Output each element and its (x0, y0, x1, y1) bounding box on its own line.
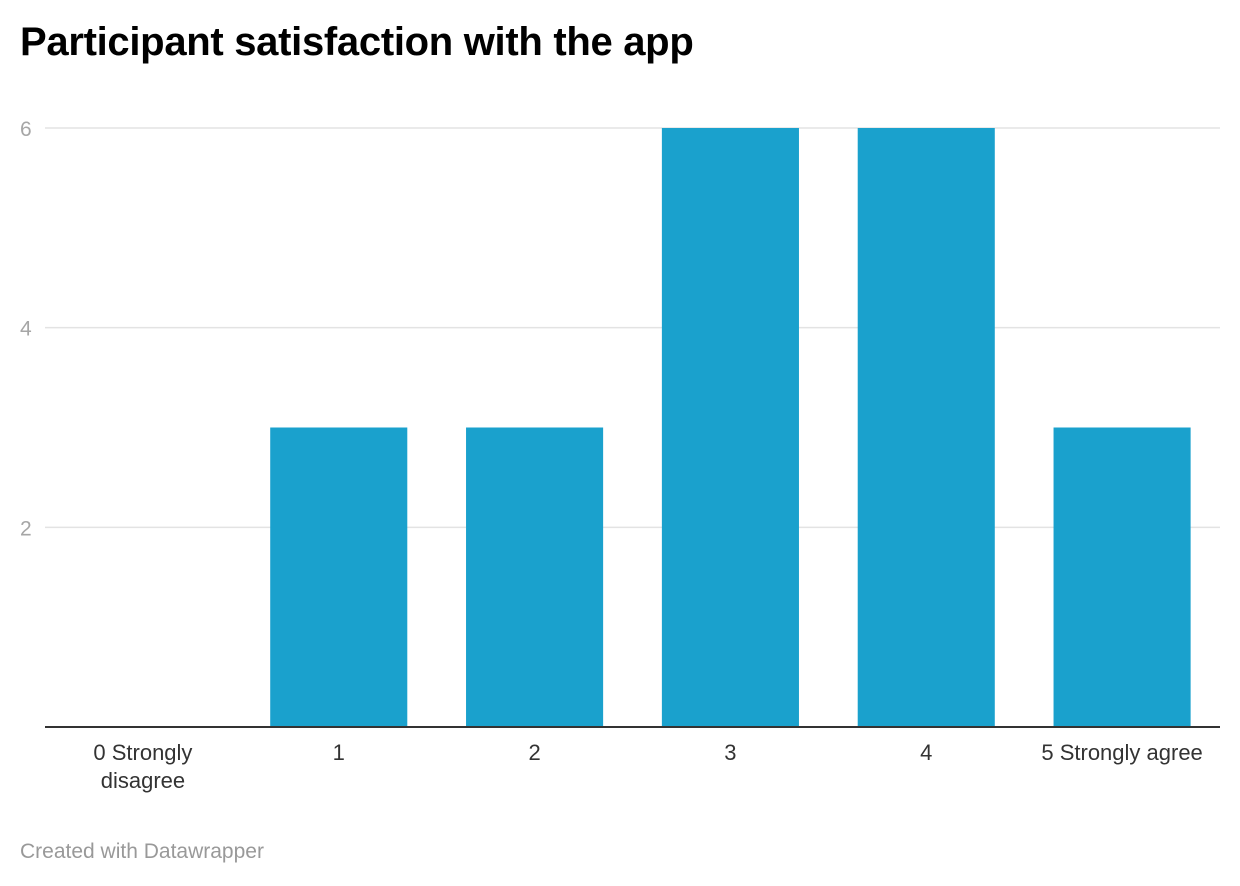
x-tick-label: 0 Strongly (93, 740, 192, 765)
x-tick: 5 Strongly agree (1041, 740, 1202, 765)
y-tick-label: 4 (20, 318, 32, 341)
x-tick: 0 Strongly disagree (93, 740, 192, 793)
x-tick-label: 1 (333, 740, 345, 765)
footer-credit: Created with Datawrapper (20, 840, 264, 863)
x-tick: 4 (920, 740, 932, 765)
y-tick: 2 (20, 517, 32, 540)
y-axis-ticks: 2 4 6 (20, 118, 32, 540)
x-tick-label: disagree (101, 768, 185, 793)
x-axis-ticks: 0 Strongly disagree 1 2 3 4 5 Strongly agree (93, 740, 1202, 793)
chart-title: Participant satisfaction with the app (20, 20, 694, 64)
bar (661, 128, 799, 727)
x-tick: 1 (333, 740, 345, 765)
x-tick: 2 (528, 740, 540, 765)
gridlines (45, 127, 1220, 529)
y-tick: 4 (20, 318, 32, 341)
x-tick-label: 5 Strongly agree (1041, 740, 1202, 765)
x-tick-label: 2 (528, 740, 540, 765)
y-tick-label: 2 (20, 517, 32, 540)
x-tick: 3 (724, 740, 736, 765)
bars (270, 128, 1191, 727)
y-tick: 6 (20, 118, 32, 141)
bar (466, 427, 604, 727)
x-tick-label: 3 (724, 740, 736, 765)
bar (857, 128, 995, 727)
x-tick-label: 4 (920, 740, 932, 765)
bar (1053, 427, 1191, 727)
bar (270, 427, 408, 727)
y-tick-label: 6 (20, 118, 32, 141)
